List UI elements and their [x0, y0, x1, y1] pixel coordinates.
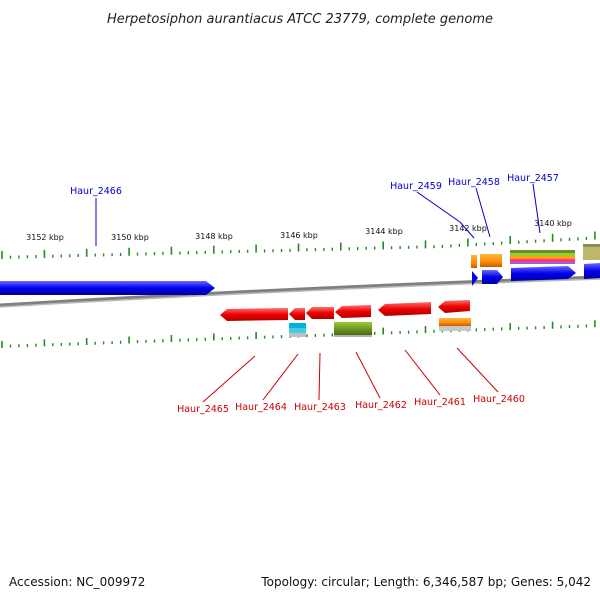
gene-label-haur-2459[interactable]: Haur_2459 — [390, 181, 442, 192]
scale-label: 3142 kbp — [449, 224, 487, 233]
scale-label: 3152 kbp — [26, 233, 64, 242]
protein-domain — [334, 322, 372, 335]
scale-ticks-top — [1, 231, 596, 259]
gene-label-haur-2458[interactable]: Haur_2458 — [448, 177, 500, 188]
protein-domain — [510, 250, 575, 253]
protein-domain — [289, 333, 306, 337]
gene-arrow-haur-2463[interactable] — [306, 307, 334, 319]
protein-domain — [510, 259, 575, 262]
protein-domain — [583, 246, 600, 260]
gene-arrow-haur-2464[interactable] — [289, 308, 305, 320]
gene-arrow-haur-2466[interactable] — [0, 281, 215, 295]
gene-label-haur-2461[interactable]: Haur_2461 — [414, 397, 466, 408]
callout-lines-bottom — [202, 347, 499, 403]
scale-labels: 3152 kbp 3150 kbp 3148 kbp 3146 kbp 3144… — [26, 219, 572, 242]
protein-domain — [510, 253, 575, 256]
gene-arrow[interactable] — [584, 263, 600, 279]
scale-label: 3144 kbp — [365, 227, 403, 236]
map-title: Herpetosiphon aurantiacus ATCC 23779, co… — [107, 12, 493, 27]
scale-label: 3148 kbp — [195, 232, 233, 241]
gene-arrow-haur-2457[interactable] — [511, 266, 576, 281]
reverse-strand-genes — [220, 300, 471, 337]
callout-lines-top — [95, 183, 541, 246]
gene-arrow[interactable] — [472, 271, 478, 286]
scale-label: 3146 kbp — [280, 231, 318, 240]
gene-arrow-haur-2458[interactable] — [482, 270, 503, 284]
genome-backbone-shadow — [0, 278, 600, 308]
gene-arrow-haur-2460[interactable] — [438, 300, 470, 313]
gene-arrow-haur-2465[interactable] — [220, 308, 288, 321]
gene-label-haur-2463[interactable]: Haur_2463 — [294, 402, 346, 413]
gene-label-haur-2462[interactable]: Haur_2462 — [355, 400, 407, 411]
forward-strand-genes — [0, 244, 600, 295]
protein-domain — [334, 335, 372, 337]
protein-domain — [439, 318, 471, 326]
gene-label-haur-2464[interactable]: Haur_2464 — [235, 402, 287, 413]
gene-arrow-haur-2461[interactable] — [378, 302, 431, 316]
genome-summary-text: Topology: circular; Length: 6,346,587 bp… — [260, 575, 591, 589]
protein-domain — [510, 262, 575, 264]
protein-domain — [583, 244, 600, 247]
protein-domain — [471, 255, 477, 268]
protein-domain — [439, 326, 471, 331]
gene-label-haur-2466[interactable]: Haur_2466 — [70, 186, 122, 197]
protein-domain — [289, 328, 306, 333]
gene-label-haur-2465[interactable]: Haur_2465 — [177, 404, 229, 415]
gene-labels-bottom: Haur_2465 Haur_2464 Haur_2463 Haur_2462 … — [177, 394, 525, 415]
protein-domain — [510, 256, 575, 259]
gene-labels-top: Haur_2466 Haur_2459 Haur_2458 Haur_2457 — [70, 173, 559, 197]
scale-label: 3150 kbp — [111, 233, 149, 242]
scale-label: 3140 kbp — [534, 219, 572, 228]
gene-label-haur-2457[interactable]: Haur_2457 — [507, 173, 559, 184]
gene-label-haur-2460[interactable]: Haur_2460 — [473, 394, 525, 405]
protein-domain — [480, 254, 502, 267]
gene-arrow-haur-2462[interactable] — [335, 305, 371, 318]
accession-text: Accession: NC_009972 — [9, 575, 145, 589]
protein-domain — [289, 323, 306, 328]
scale-ticks-bottom — [1, 320, 596, 348]
